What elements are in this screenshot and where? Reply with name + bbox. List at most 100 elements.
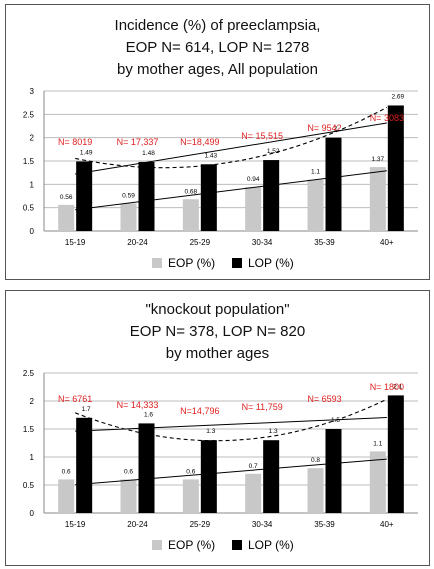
data-label-eop: 0.6 [124,468,133,475]
bar-eop [307,468,324,513]
bar-lop [200,164,217,231]
bar-lop [263,160,280,231]
data-label-eop: 1.1 [373,440,382,447]
y-tick-label: 3 [30,87,35,96]
bar-eop [120,479,137,513]
data-label-lop: 1.48 [142,150,155,157]
title-line-2: EOP N= 614, LOP N= 1278 [125,39,310,56]
legend-label-eop: EOP (%) [168,256,215,270]
y-tick-label: 2.5 [23,369,35,378]
bar-eop [120,203,137,231]
bar-eop [58,204,75,231]
data-label-eop: 0.94 [247,176,260,183]
bar-lop [138,161,155,231]
bar-lop [200,440,217,513]
data-label-lop: 2.1 [393,383,402,390]
x-tick-label: 40+ [380,238,394,247]
x-tick-label: 35-39 [314,238,335,247]
y-tick-label: 1.5 [23,425,35,434]
bar-eop [245,473,262,513]
chart-title: Incidence (%) of preeclampsia, EOP N= 61… [6,15,429,81]
data-label-eop: 0.8 [311,457,320,464]
y-tick-label: 2.5 [23,110,35,119]
bar-lop [387,395,404,513]
bar-eop [182,199,199,231]
y-tick-label: 0 [30,509,35,518]
data-label-eop: 0.7 [249,463,258,470]
data-label-eop: 0.68 [185,188,198,195]
data-label-lop: 1.6 [144,411,153,418]
y-tick-label: 2 [30,397,35,406]
chart-panel-all-population: Incidence (%) of preeclampsia, EOP N= 61… [5,4,430,280]
trendline-eop-linear [75,458,387,486]
data-label-lop: 1.49 [80,149,93,156]
legend-label-eop: EOP (%) [168,538,215,552]
y-tick-label: 1 [30,180,35,189]
y-tick-label: 0.5 [23,204,35,213]
x-tick-label: 20-24 [127,520,148,529]
x-tick-label: 25-29 [190,238,211,247]
data-label-lop: 2 [334,126,338,133]
chart-title: "knockout population" EOP N= 378, LOP N=… [6,299,429,365]
bar-eop [307,179,324,231]
bar-lop [76,161,93,231]
bar-lop [76,417,93,513]
bar-eop [182,479,199,513]
x-tick-label: 40+ [380,520,394,529]
data-label-lop: 1.43 [205,152,218,159]
n-label: N= 15,515 [241,131,283,141]
n-label: N= 14,333 [117,400,159,410]
legend-swatch-eop [152,540,162,550]
bar-lop [138,423,155,513]
x-tick-label: 15-19 [65,238,86,247]
x-tick-label: 25-29 [190,520,211,529]
y-tick-label: 0.5 [23,481,35,490]
data-label-eop: 1.37 [372,156,385,163]
bar-eop [369,451,386,513]
legend-swatch-lop [232,258,242,268]
chart-plot-all-population: 0 0.5 1 1.52 2.5 3 0.56 1.49 15-19 N= 8019 0.59 1.4… [23,87,418,270]
n-label: N= 1800 [370,382,404,392]
data-label-lop: 1.52 [267,148,280,155]
bar-eop [245,187,262,231]
n-label: N= 6761 [58,394,92,404]
data-label-lop: 2.69 [392,93,405,100]
n-label: N= 9542 [307,123,341,133]
x-tick-label: 15-19 [65,520,86,529]
x-tick-label: 35-39 [314,520,335,529]
chart-plot-knockout-population: 0 0.5 1 1.5 2 2.5 0.6 1.7 15-19 N= 6761 0.6 1.6 20-2… [23,369,418,552]
n-label: N= 11,759 [242,402,283,412]
trendline-eop-linear [75,170,387,211]
bar-lop [325,137,342,231]
data-label-eop: 1.1 [311,169,320,176]
title-line-1: "knockout population" [145,301,290,318]
y-tick-label: 2 [30,134,35,143]
n-label: N=18,499 [180,137,219,147]
legend-label-lop: LOP (%) [248,256,294,270]
bar-lop [387,105,404,231]
trendline-lop-linear [75,122,387,175]
y-tick-label: 0 [30,227,35,236]
data-label-eop: 0.56 [60,194,73,201]
bar-lop [263,440,280,513]
bar-lop [325,429,342,513]
chart-panel-knockout-population: "knockout population" EOP N= 378, LOP N=… [5,290,430,566]
data-label-eop: 0.59 [122,192,135,199]
bar-eop [58,479,75,513]
n-label: N=14,796 [180,406,219,416]
x-tick-label: 20-24 [127,238,148,247]
data-label-lop: 1.3 [206,428,215,435]
data-label-lop: 1.7 [82,406,91,413]
data-label-lop: 1.3 [269,428,278,435]
legend-label-lop: LOP (%) [248,538,294,552]
title-line-3: by mother ages [165,345,270,362]
n-label: N= 17,337 [117,137,159,147]
n-label: N= 3083 [370,113,404,123]
legend-swatch-lop [232,540,242,550]
title-line-3: by mother ages, All population [117,61,318,78]
x-tick-label: 30-34 [252,520,273,529]
legend-swatch-eop [152,258,162,268]
x-tick-label: 30-34 [252,238,273,247]
n-label: N= 8019 [58,137,92,147]
bar-eop [369,167,386,231]
